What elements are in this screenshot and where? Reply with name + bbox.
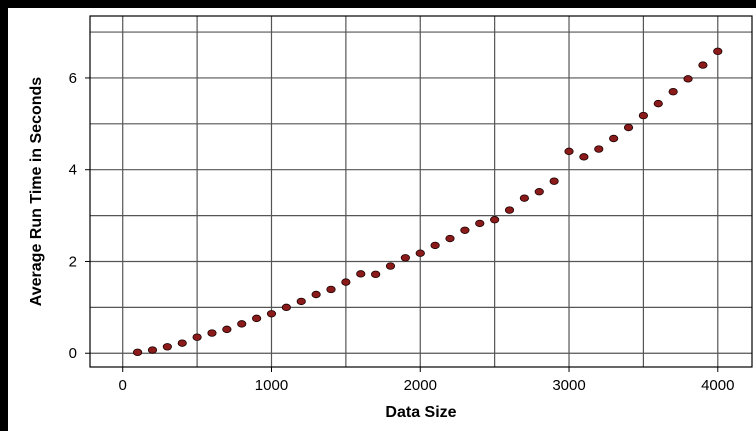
data-point — [237, 320, 247, 328]
x-tick-label: 2000 — [404, 377, 437, 394]
data-point — [638, 111, 649, 120]
data-point — [192, 333, 202, 341]
x-tick-label: 0 — [119, 377, 127, 394]
plot-area-border — [89, 15, 753, 368]
data-point — [133, 348, 143, 357]
data-point — [162, 343, 172, 351]
data-point — [549, 177, 559, 185]
grid-lines — [90, 16, 752, 367]
data-point — [683, 75, 693, 83]
axes: 0 1000 2000 3000 4000 0 2 4 6 — [69, 70, 735, 394]
data-point — [609, 134, 619, 143]
data-point — [371, 270, 381, 279]
y-axis-title: Average Run Time in Seconds — [28, 77, 45, 307]
data-point — [415, 249, 425, 257]
data-point — [281, 303, 291, 312]
data-point — [147, 346, 158, 354]
data-point — [475, 219, 485, 228]
data-point — [534, 188, 544, 196]
data-point — [400, 254, 410, 262]
x-tick-label: 1000 — [255, 377, 288, 394]
data-point — [564, 147, 574, 156]
data-point — [430, 241, 440, 250]
data-point — [177, 339, 187, 347]
data-point — [207, 329, 217, 337]
data-point — [713, 47, 723, 56]
y-tick-label: 0 — [69, 345, 77, 362]
data-point — [296, 297, 306, 306]
data-point — [594, 145, 604, 153]
data-point — [623, 123, 634, 132]
y-tick-label: 4 — [69, 162, 77, 179]
y-tick-label: 6 — [69, 70, 77, 87]
data-point — [504, 206, 515, 214]
data-point — [385, 262, 396, 270]
data-point — [519, 194, 529, 202]
data-point — [266, 310, 277, 318]
data-point — [356, 270, 366, 278]
data-point — [460, 226, 470, 234]
x-tick-label: 4000 — [701, 377, 734, 394]
data-point — [579, 153, 589, 161]
data-point — [445, 234, 455, 243]
x-axis-title: Data Size — [385, 404, 456, 421]
x-tick-label: 3000 — [552, 377, 585, 394]
data-point — [653, 99, 663, 108]
data-point — [698, 61, 708, 69]
data-point — [341, 278, 351, 286]
data-point — [668, 88, 678, 96]
data-point — [326, 285, 336, 294]
y-tick-label: 2 — [69, 253, 77, 270]
data-point — [222, 325, 232, 334]
data-points — [133, 47, 723, 357]
data-point — [252, 314, 262, 323]
data-point — [311, 290, 321, 299]
data-point — [490, 216, 500, 224]
